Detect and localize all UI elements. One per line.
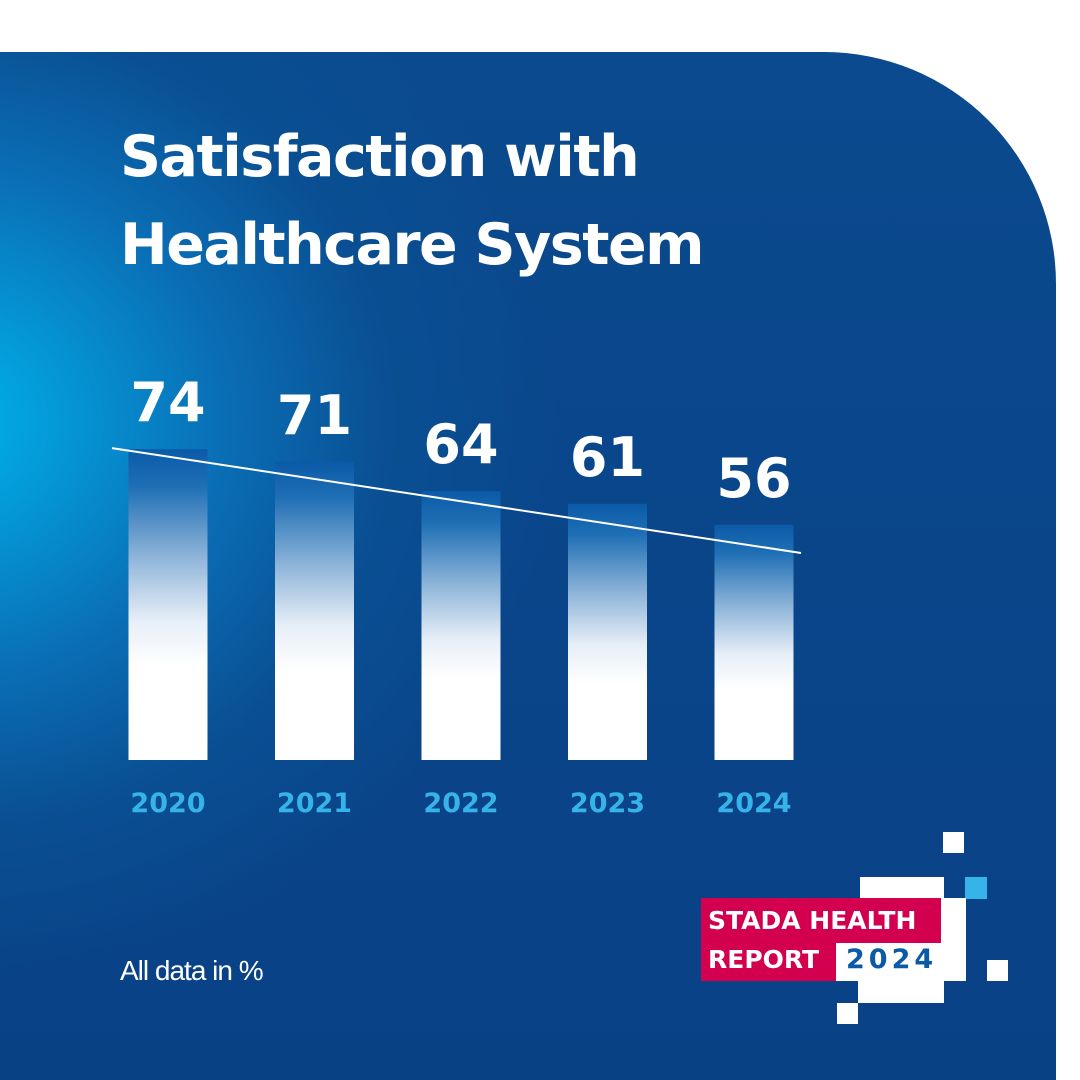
chart-title: Satisfaction with Healthcare System <box>120 113 705 289</box>
chart-title-line-2: Healthcare System <box>120 212 705 278</box>
value-label-2022: 64 <box>423 413 498 476</box>
value-label-2020: 74 <box>130 371 205 434</box>
value-label-2021: 71 <box>277 384 352 447</box>
bar-2023 <box>568 503 647 760</box>
bar-group <box>128 449 794 760</box>
bar-2021 <box>275 461 354 760</box>
category-label-2021: 2021 <box>277 788 352 819</box>
label-group: 74 2020 71 2021 64 2022 61 2023 56 2024 <box>130 371 791 819</box>
logo-square-right <box>987 960 1008 981</box>
data-unit-note: All data in % <box>120 955 264 986</box>
logo-backdrop-top <box>860 877 944 899</box>
category-label-2024: 2024 <box>716 788 791 819</box>
value-label-2024: 56 <box>716 447 791 510</box>
category-label-2020: 2020 <box>130 788 205 819</box>
category-label-2022: 2022 <box>423 788 498 819</box>
trend-line <box>111 447 802 554</box>
logo-square-top <box>943 832 964 853</box>
value-label-2023: 61 <box>570 426 645 489</box>
bar-2022 <box>421 491 501 760</box>
logo-backdrop-right <box>941 898 966 981</box>
logo-square-bottom <box>837 1003 858 1024</box>
chart-title-line-1: Satisfaction with <box>120 124 640 190</box>
logo-text-line-2: REPORT <box>701 938 836 981</box>
logo-year: 2024 <box>846 944 938 975</box>
bar-2020 <box>128 449 208 760</box>
logo-backdrop-bottom <box>858 981 944 1003</box>
logo-backdrop-year <box>836 938 944 981</box>
logo-text-line-1: STADA HEALTH <box>701 898 941 943</box>
category-label-2023: 2023 <box>570 788 645 819</box>
logo-square-cyan <box>965 877 987 899</box>
bar-2024 <box>714 524 794 760</box>
